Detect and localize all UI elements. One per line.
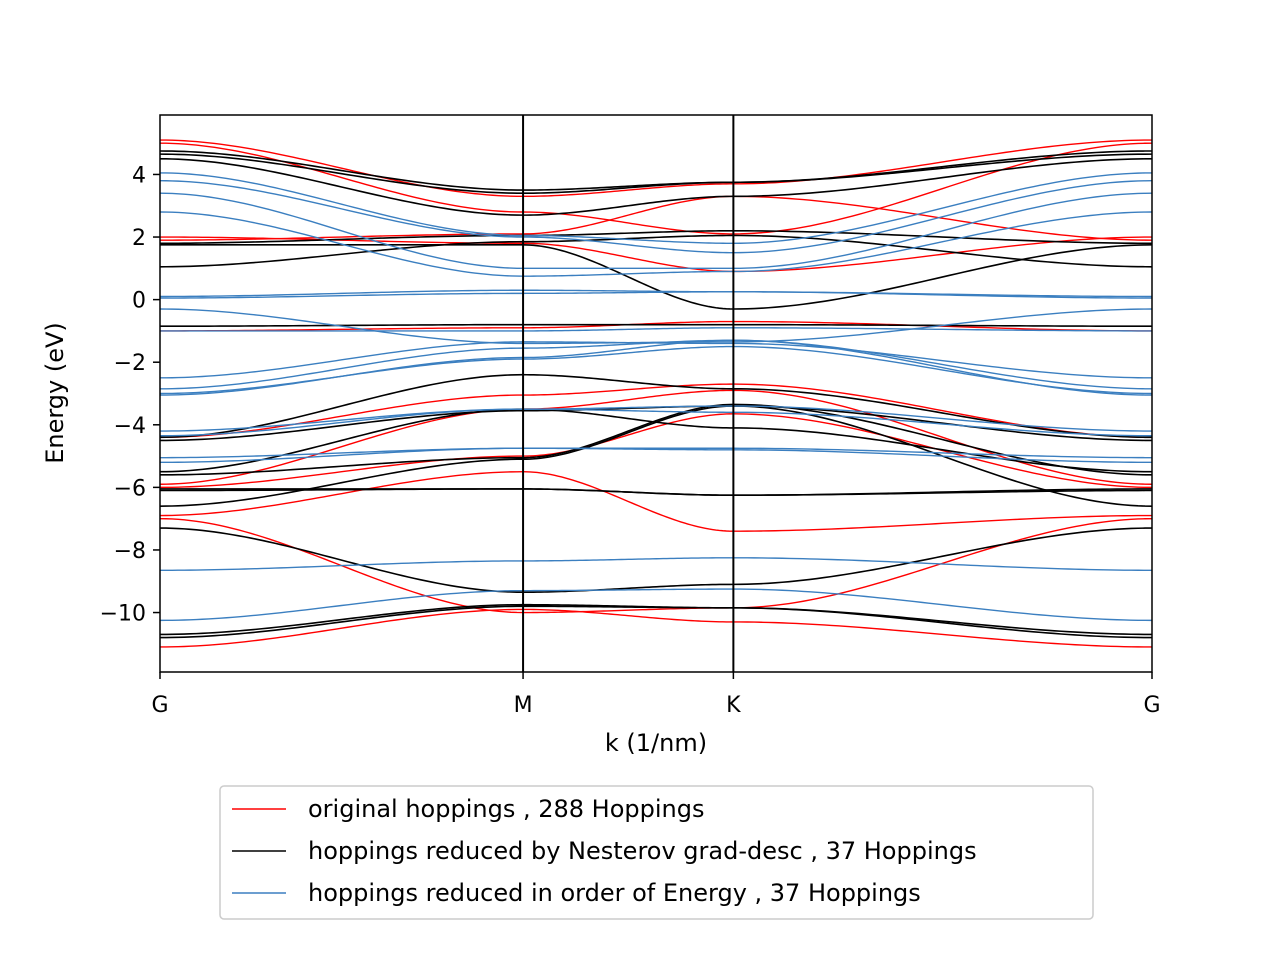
band-line-s2-b14 bbox=[159, 447, 1153, 459]
y-tick-label: −10 bbox=[100, 602, 146, 627]
legend-label: original hoppings , 288 Hoppings bbox=[308, 795, 704, 823]
y-tick-label: 2 bbox=[132, 226, 146, 251]
band-line-s1-b14 bbox=[159, 527, 1153, 594]
k-point-lines bbox=[522, 115, 735, 672]
band-line-s1-b3 bbox=[159, 229, 1153, 245]
band-line-s0-b5 bbox=[159, 383, 1153, 439]
x-tick-label: M bbox=[514, 693, 533, 718]
band-line-s0-b3 bbox=[159, 195, 1153, 241]
series-1 bbox=[159, 150, 1153, 639]
band-line-s2-b13 bbox=[159, 408, 1153, 437]
band-line-s2-b16 bbox=[159, 557, 1153, 571]
band-line-s2-b4 bbox=[160, 289, 1152, 298]
band-line-s2-b12 bbox=[159, 405, 1153, 432]
y-tick-label: −6 bbox=[114, 476, 146, 501]
band-line-s2-b7 bbox=[160, 327, 1153, 332]
legend-label: hoppings reduced by Nesterov grad-desc ,… bbox=[308, 837, 977, 865]
band-line-s2-b3 bbox=[159, 211, 1153, 277]
y-tick-label: 4 bbox=[132, 163, 146, 188]
y-axis-label: Energy (eV) bbox=[41, 322, 69, 464]
band-line-s0-b8 bbox=[159, 471, 1153, 532]
band-line-s2-b11 bbox=[159, 339, 1153, 396]
band-line-s1-b6 bbox=[160, 323, 1152, 328]
band-line-s1-b8 bbox=[159, 405, 1153, 442]
band-line-s1-b10 bbox=[159, 403, 1153, 476]
band-line-s1-b2 bbox=[159, 158, 1153, 216]
series-0 bbox=[159, 139, 1153, 648]
band-line-s2-b0 bbox=[159, 172, 1153, 245]
band-line-s2-b5 bbox=[160, 291, 1153, 299]
band-line-s0-b2 bbox=[160, 236, 1153, 273]
band-line-s2-b9 bbox=[159, 339, 1153, 390]
band-line-s1-b16 bbox=[159, 605, 1153, 639]
x-axis-label: k (1/nm) bbox=[605, 729, 707, 757]
x-tick-label: G bbox=[1143, 693, 1160, 718]
band-line-s1-b9 bbox=[159, 408, 1153, 473]
band-line-s2-b1 bbox=[159, 180, 1153, 254]
y-tick-label: 0 bbox=[132, 289, 146, 314]
band-line-s1-b4 bbox=[160, 244, 1153, 310]
legend-box bbox=[219, 785, 1094, 920]
band-line-s2-b10 bbox=[159, 345, 1153, 395]
y-tick-label: −4 bbox=[114, 414, 146, 439]
x-tick-label: K bbox=[726, 693, 741, 718]
legend: original hoppings , 288 Hoppings hoppings… bbox=[219, 785, 1094, 920]
band-line-s0-b6 bbox=[159, 389, 1153, 485]
band-line-s2-b15 bbox=[159, 447, 1153, 464]
band-line-s1-b1 bbox=[159, 153, 1153, 195]
band-line-s0-b1 bbox=[159, 142, 1153, 235]
band-line-s1-b5 bbox=[159, 234, 1153, 268]
y-ticks: 4 2 0 −2 −4 −6 −8 −10 bbox=[100, 163, 160, 627]
band-line-s0-b0 bbox=[159, 139, 1153, 198]
band-line-s1-b12 bbox=[159, 488, 1152, 496]
band-line-s1-b0 bbox=[159, 150, 1153, 191]
legend-entries: original hoppings , 288 Hoppings hoppings… bbox=[232, 795, 977, 907]
band-line-s0-b9 bbox=[159, 517, 1153, 614]
band-line-s0-b10 bbox=[159, 608, 1153, 648]
band-line-s2-b2 bbox=[159, 192, 1153, 270]
x-tick-label: G bbox=[151, 693, 168, 718]
band-line-s2-b17 bbox=[159, 588, 1153, 622]
legend-label: hoppings reduced in order of Energy , 37… bbox=[308, 879, 921, 907]
band-line-s1-b7 bbox=[159, 373, 1153, 439]
y-tick-label: −8 bbox=[114, 539, 146, 564]
bands-layer bbox=[159, 139, 1153, 648]
plot-frame bbox=[159, 114, 1153, 673]
band-line-s2-b8 bbox=[159, 341, 1153, 379]
series-2 bbox=[159, 172, 1153, 622]
y-tick-label: −2 bbox=[114, 351, 146, 376]
